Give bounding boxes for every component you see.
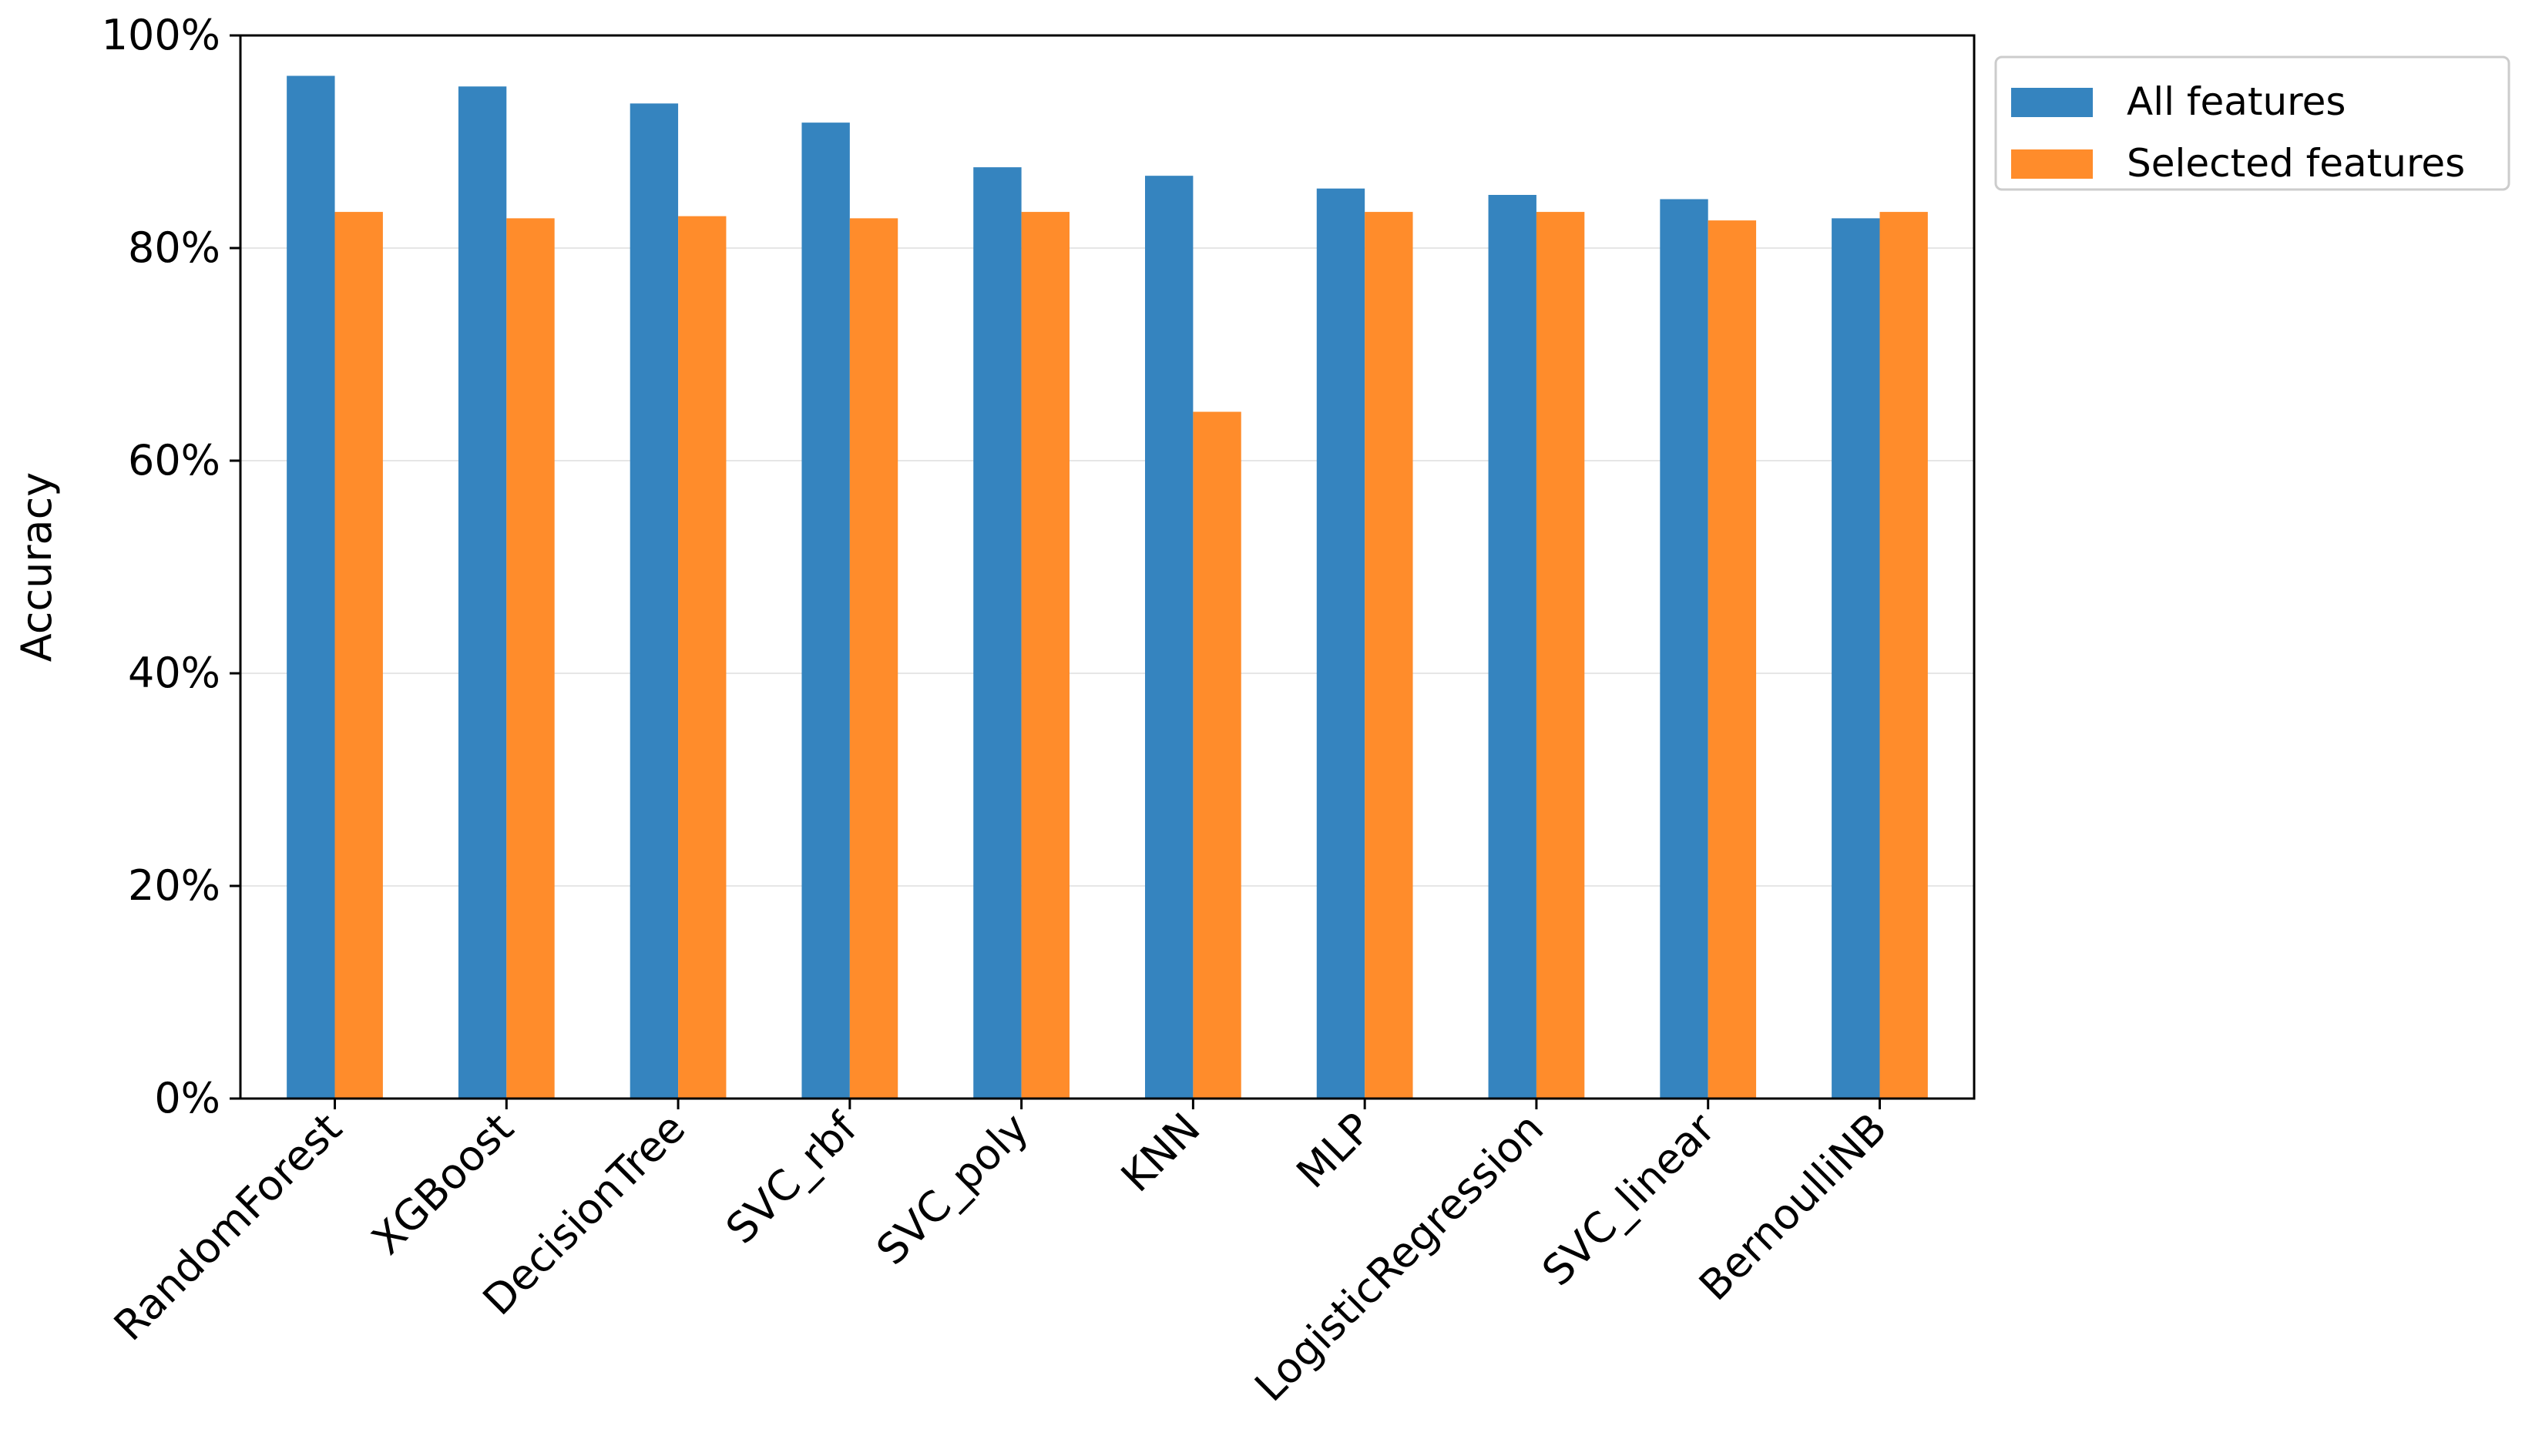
legend-label-selected-features: Selected features [2127,141,2465,186]
x-tick-label: SVC_rbf [717,1102,867,1253]
bar-all-features [458,86,507,1099]
bar-all-features [630,103,679,1099]
y-tick-label: 100% [102,11,220,59]
legend-swatch-all-features [2011,88,2093,117]
plot-frame [239,34,1976,1100]
bar-all-features [1145,176,1194,1099]
y-axis: 0% 20% 40% 60% 80% 100% [102,11,240,1122]
bar-selected-features [1536,212,1585,1099]
legend-box [1994,55,2510,191]
bar-selected-features [1365,212,1413,1099]
x-tick-label: SVC_linear [1533,1103,1724,1295]
bar-all-features [287,75,335,1099]
bar-selected-features [678,216,727,1099]
y-tick-label: 20% [128,861,220,910]
x-tick-label: SVC_poly [867,1104,1037,1274]
bar-all-features [801,122,850,1099]
x-tick-label: KNN [1112,1104,1210,1202]
x-tick-label: XGBoost [362,1104,522,1264]
bar-all-features [1488,195,1536,1099]
x-tick-label: RandomForest [105,1104,351,1350]
bar-selected-features [334,212,383,1099]
legend-label-all-features: All features [2127,79,2346,124]
y-axis-label: Accuracy [12,472,61,663]
bar-layer [287,75,1928,1099]
y-tick-label: 40% [128,649,220,697]
bar-selected-features [506,218,555,1099]
bar-selected-features [1021,212,1070,1099]
bar-all-features [973,167,1022,1099]
y-tick-label: 60% [128,436,220,485]
y-tick-label: 80% [128,223,220,272]
bar-selected-features [1879,212,1928,1099]
bar-all-features [1832,218,1880,1099]
bar-selected-features [1193,411,1241,1099]
x-tick-label: LogisticRegression [1245,1104,1553,1411]
legend-swatch-selected-features [2011,149,2093,179]
bar-selected-features [1708,220,1757,1099]
bar-selected-features [849,218,898,1099]
y-tick-label: 0% [154,1074,220,1122]
legend: All features Selected features [1994,55,2510,191]
bar-all-features [1660,199,1708,1099]
x-tick-label: MLP [1288,1104,1382,1198]
bar-all-features [1316,188,1365,1099]
